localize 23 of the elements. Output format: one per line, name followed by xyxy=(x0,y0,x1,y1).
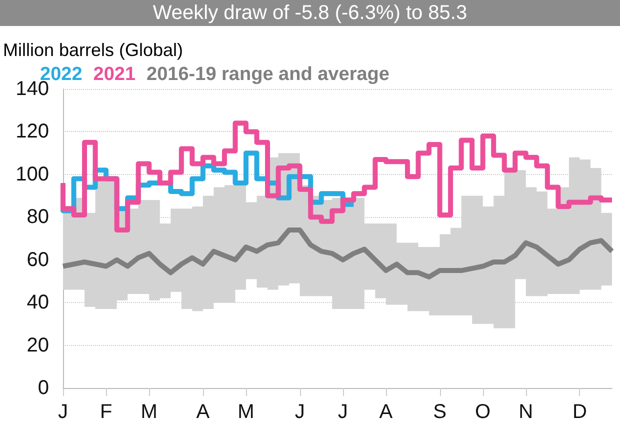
x-tick-label: S xyxy=(433,401,446,423)
chart-title: Weekly draw of -5.8 (-6.3%) to 85.3 xyxy=(0,0,620,26)
y-tick-label: 100 xyxy=(16,163,49,186)
x-tick-label: D xyxy=(572,401,587,423)
x-tick-label: J xyxy=(338,401,348,423)
x-tick-label: A xyxy=(196,401,210,423)
x-tick-label: M xyxy=(238,401,254,423)
x-tick-label: A xyxy=(379,401,394,423)
y-tick-label: 60 xyxy=(26,248,49,271)
x-tick-label: J xyxy=(58,401,68,423)
y-tick-label: 20 xyxy=(26,334,49,356)
text: 2016-19 range and average xyxy=(146,64,390,85)
text: 2021 xyxy=(93,64,136,85)
y-tick-label: 0 xyxy=(38,377,49,399)
x-tick-label: M xyxy=(140,401,158,423)
x-tick-label: N xyxy=(518,401,534,423)
y-tick-label: 80 xyxy=(26,206,49,228)
x-tick-label: F xyxy=(100,401,112,423)
y-tick-label: 120 xyxy=(16,120,49,143)
x-tick-label: J xyxy=(294,401,305,423)
y-axis-title: Million barrels (Global) xyxy=(3,40,184,60)
y-tick-label: 40 xyxy=(26,292,49,314)
x-tick-label: O xyxy=(475,401,491,423)
